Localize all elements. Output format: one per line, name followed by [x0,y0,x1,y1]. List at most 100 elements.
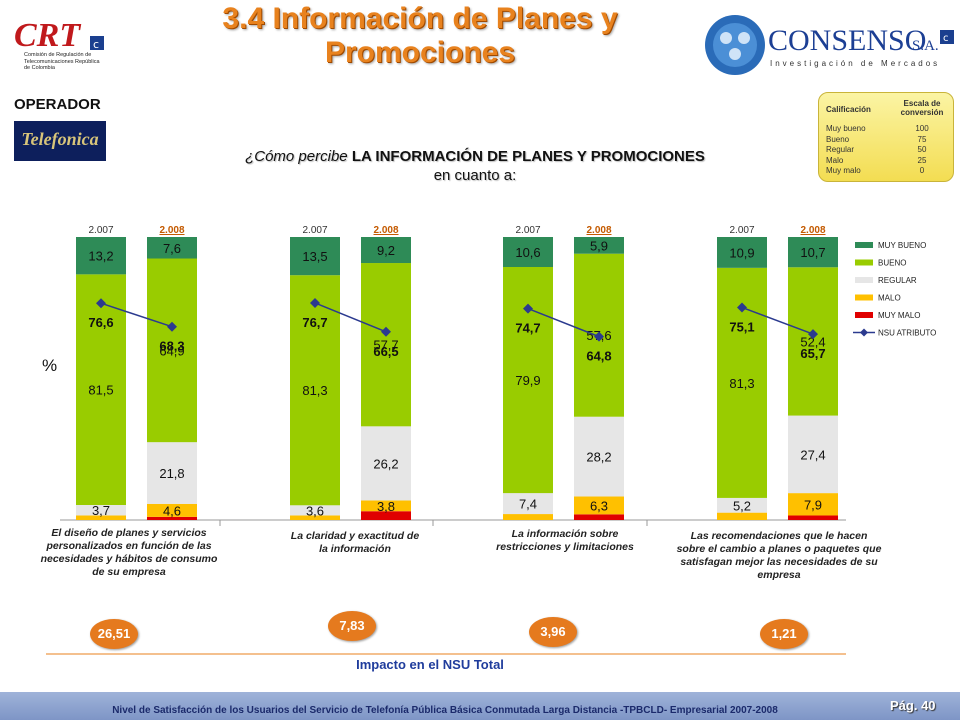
nsu-point [808,329,818,340]
segment-label-muy-bueno: 7,6 [163,241,181,256]
consenso-logo: CONSENSO S.A. c Investigación de Mercado… [705,15,954,75]
nsu-point [594,331,604,342]
bar-segment-muy-bueno [147,237,197,259]
chart-question: ¿Cómo percibe LA INFORMACIÓN DE PLANES Y… [240,147,710,185]
scale-header-rating: Calificación [826,105,871,114]
question-suffix: en cuanto a: [433,167,517,184]
bar-segment-bueno [290,275,340,506]
bar-segment-regular [717,497,767,513]
bar-segment-regular [76,505,126,516]
segment-label-malo: 4,6 [163,503,181,518]
segment-label-bueno: 79,9 [515,373,540,388]
scale-row-value: 75 [917,134,927,144]
legend-label: REGULAR [878,276,917,285]
nsu-label: 68,3 [159,339,184,354]
bar-segment-malo [76,515,126,520]
conversion-scale-box: Calificación Escala de conversión Muy bu… [818,92,954,182]
scale-row-value: 0 [919,166,925,175]
bar-segment-regular [503,493,553,515]
category-label: El diseño de planes y servicios personal… [40,527,218,578]
segment-label-muy-bueno: 10,6 [515,245,540,260]
bar-segment-muy-malo [788,515,838,520]
nsu-point [310,297,320,308]
bar-segment-bueno [361,263,411,427]
bar-segment-malo [788,493,838,516]
consenso-logo-text: CONSENSO [768,24,926,57]
scale-row-label: Malo [826,155,844,165]
impact-badge: 3,96 [529,617,577,647]
nsu-label: 64,8 [586,349,611,364]
nsu-line [527,307,600,338]
nsu-point [167,321,177,332]
svg-text:c: c [93,38,99,51]
bar-segment-bueno [788,267,838,416]
telefonica-logo: Telefonica [14,121,106,161]
nsu-point [523,303,533,314]
bar-segment-bueno [717,267,767,498]
segment-label-bueno: 57,6 [586,328,611,343]
legend-swatch [855,259,873,266]
bar-segment-muy-bueno [788,237,838,268]
page-number: Pág. 40 [890,698,936,713]
category-label: La claridad y exactitud de la informació… [290,530,420,555]
nsu-point [737,302,747,313]
scale-row-label: Regular [826,145,855,154]
segment-label-bueno: 57,7 [373,338,398,353]
bar-segment-muy-bueno [76,237,126,275]
bar-segment-bueno [503,266,553,494]
segment-label-regular: 26,2 [373,456,398,471]
footer-text: Nivel de Satisfacción de los Usuarios de… [112,705,778,716]
legend-swatch [855,312,873,318]
bar-segment-muy-bueno [290,237,340,276]
bar-segment-malo [290,515,340,520]
year-label: 2.007 [302,225,327,236]
segment-label-muy-bueno: 9,2 [377,243,395,258]
segment-label-malo: 6,3 [590,498,608,513]
question-bold: LA INFORMACIÓN DE PLANES Y PROMOCIONES [351,148,705,165]
operator-label: OPERADOR [14,96,101,113]
bar-segment-malo [503,514,553,520]
year-label: 2.007 [88,225,113,236]
segment-label-regular: 3,7 [92,503,110,518]
segment-label-bueno: 81,5 [88,383,113,398]
scale-header-conversion: Escala de conversión [900,99,944,117]
legend-label: NSU ATRIBUTO [878,329,936,338]
year-label: 2.008 [373,225,398,236]
nsu-label: 75,1 [729,319,754,334]
segment-label-regular: 5,2 [733,498,751,513]
segment-label-regular: 27,4 [800,447,825,462]
segment-label-malo: 3,8 [377,499,395,514]
nsu-line [314,302,387,333]
segment-label-regular: 3,6 [306,503,324,518]
nsu-point [381,326,391,337]
page-title-line1: 3.4 Información de Planes y [222,2,618,35]
y-axis-unit: % [42,356,58,375]
consenso-logo-suffix: S.A. [912,38,939,54]
nsu-label: 65,7 [800,346,825,361]
crt-logo: CRT c Comisión de Regulación de Telecomu… [14,17,104,71]
bar-segment-regular [361,426,411,501]
bar-segment-muy-malo [361,511,411,520]
bar-segment-bueno [574,253,624,417]
footer-bar [0,692,960,720]
question-prefix: ¿Cómo percibe [245,148,352,165]
segment-label-bueno: 81,3 [302,383,327,398]
segment-label-malo: 7,9 [804,497,822,512]
bar-segment-regular [147,442,197,504]
legend-label: BUENO [878,259,906,268]
year-label: 2.008 [800,225,825,236]
bar-segment-muy-bueno [717,237,767,268]
nsu-line [100,302,173,328]
nsu-label: 66,5 [373,344,398,359]
bar-segment-malo [717,512,767,520]
segment-label-bueno: 52,4 [800,334,825,349]
legend-swatch [855,277,873,283]
year-label: 2.008 [586,225,611,236]
impact-divider [46,653,846,655]
bar-segment-bueno [147,258,197,443]
scale-row-value: 25 [917,155,927,165]
nsu-point [96,298,106,309]
page-title: 3.4 Información de Planes y Promociones [150,2,690,70]
bar-segment-malo [147,503,197,517]
scale-row-value: 100 [915,124,929,133]
